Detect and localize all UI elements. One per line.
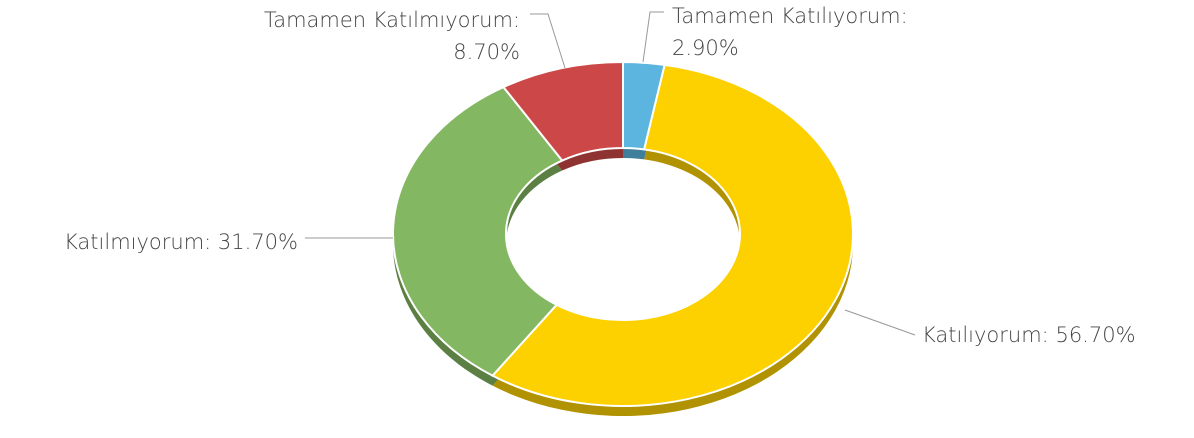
- leader-line: [642, 11, 664, 63]
- value-label: 2.90%: [672, 36, 739, 60]
- leader-line: [530, 13, 566, 69]
- slice-label: Tamamen Katılmıyorum:: [264, 8, 520, 32]
- slice: [501, 60, 624, 162]
- value-label: 8.70%: [453, 40, 520, 64]
- value-label: 31.70%: [218, 230, 298, 254]
- value-label: 56.70%: [1055, 323, 1135, 347]
- category-name: Katılıyorum:: [922, 323, 1049, 347]
- slice-label: Katılıyorum: 56.70%: [922, 323, 1136, 347]
- slice-label: Tamamen Katılıyorum:: [672, 4, 908, 28]
- slice: [392, 85, 564, 377]
- leader-line: [844, 309, 916, 336]
- category-name: Katılmıyorum:: [64, 230, 211, 254]
- slice: [490, 63, 854, 407]
- slice-label: Katılmıyorum: 31.70%: [64, 230, 298, 254]
